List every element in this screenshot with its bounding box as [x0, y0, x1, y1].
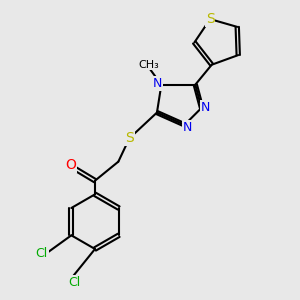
Text: N: N — [201, 101, 210, 114]
Text: S: S — [206, 12, 214, 26]
Text: S: S — [125, 131, 134, 145]
Text: O: O — [66, 158, 76, 172]
Text: N: N — [182, 121, 192, 134]
Text: N: N — [153, 77, 162, 90]
Text: CH₃: CH₃ — [138, 60, 159, 70]
Text: Cl: Cl — [68, 276, 80, 289]
Text: Cl: Cl — [35, 247, 48, 260]
